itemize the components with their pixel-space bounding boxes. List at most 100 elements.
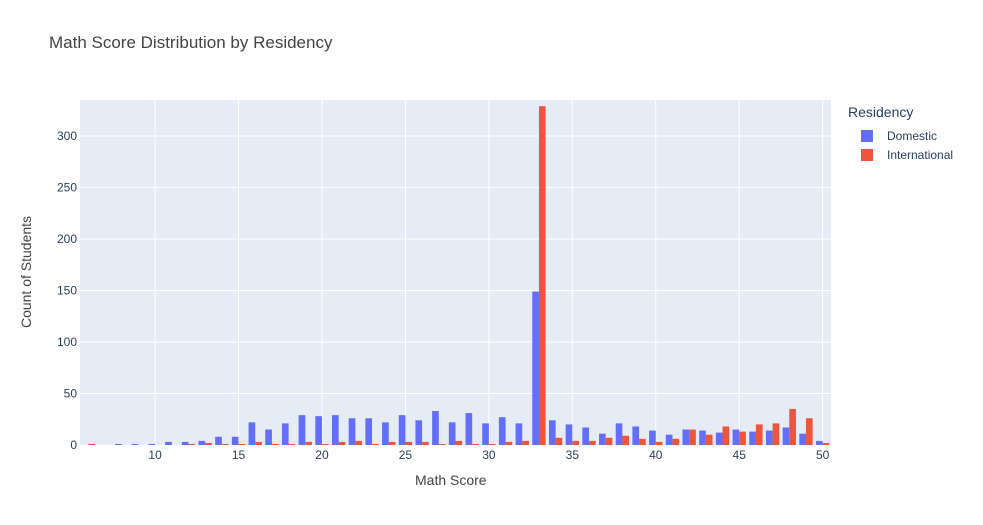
y-tick-label: 50 [64, 387, 78, 401]
bar-domestic-27 [432, 411, 439, 445]
bar-domestic-24 [382, 422, 389, 445]
bar-domestic-50 [815, 440, 823, 445]
bar-domestic-26 [415, 420, 423, 445]
bar-international-28 [455, 440, 463, 445]
y-tick-label: 150 [57, 284, 77, 298]
bar-domestic-31 [498, 417, 506, 445]
bar-international-30 [488, 443, 496, 445]
bar-international-49 [805, 418, 813, 445]
bar-international-32 [522, 440, 529, 445]
bar-domestic-15 [231, 436, 239, 445]
bar-domestic-45 [732, 429, 740, 445]
bar-international-45 [739, 431, 746, 445]
bar-domestic-44 [715, 432, 723, 445]
legend-label-domestic: Domestic [887, 128, 938, 143]
bar-domestic-33 [532, 291, 539, 445]
bar-international-17 [271, 443, 279, 445]
bar-international-26 [422, 441, 429, 445]
bar-domestic-29 [465, 413, 473, 445]
bar-domestic-37 [599, 433, 606, 445]
bar-domestic-21 [332, 415, 339, 445]
bar-international-14 [221, 443, 229, 445]
bar-domestic-28 [448, 422, 456, 445]
bar-international-6 [88, 443, 96, 445]
bar-domestic-32 [515, 423, 523, 445]
y-tick-label: 250 [57, 181, 77, 195]
bar-domestic-40 [649, 430, 656, 445]
bar-domestic-49 [799, 433, 806, 445]
bar-domestic-13 [198, 440, 206, 445]
bar-domestic-30 [482, 423, 489, 445]
bar-domestic-42 [682, 429, 690, 445]
bar-international-47 [772, 423, 780, 445]
bar-international-19 [305, 441, 312, 445]
bar-international-33 [538, 106, 546, 445]
bar-international-27 [438, 443, 446, 445]
y-tick-label: 100 [57, 335, 77, 349]
bar-domestic-22 [348, 418, 356, 445]
bar-international-39 [639, 438, 646, 445]
bar-domestic-23 [365, 418, 373, 445]
y-axis-title: Count of Students [18, 215, 34, 329]
x-tick-label: 30 [482, 448, 496, 462]
bar-domestic-12 [181, 441, 189, 445]
bar-domestic-10 [148, 443, 156, 445]
x-tick-label: 10 [148, 448, 162, 462]
x-tick-label: 20 [315, 448, 329, 462]
x-tick-label: 35 [566, 448, 580, 462]
legend-swatch-domestic [861, 129, 873, 142]
y-tick-label: 0 [70, 438, 77, 452]
bar-international-48 [789, 408, 796, 445]
bar-domestic-16 [248, 422, 256, 445]
bar-international-36 [589, 440, 596, 445]
chart-title: Math Score Distribution by Residency [49, 33, 333, 52]
x-tick-label: 15 [232, 448, 246, 462]
bar-domestic-41 [665, 434, 673, 445]
bar-domestic-9 [131, 443, 139, 445]
legend: Residency Domestic International [848, 104, 953, 164]
bar-domestic-11 [165, 441, 172, 445]
x-tick-label: 45 [733, 448, 747, 462]
bar-domestic-39 [632, 426, 640, 445]
x-tick-label: 40 [649, 448, 663, 462]
bar-international-21 [338, 441, 346, 445]
bar-international-42 [689, 429, 696, 445]
legend-item-international[interactable]: International [848, 145, 953, 164]
x-tick-label: 50 [816, 448, 830, 462]
bar-domestic-25 [398, 415, 406, 445]
legend-item-domestic[interactable]: Domestic [848, 126, 953, 145]
bar-domestic-8 [115, 443, 122, 445]
bar-international-12 [188, 443, 196, 445]
bar-international-46 [755, 424, 763, 445]
y-tick-label: 200 [57, 232, 77, 246]
bar-international-15 [238, 443, 246, 445]
bar-domestic-19 [298, 415, 306, 445]
bar-international-37 [605, 437, 613, 445]
bar-international-23 [372, 443, 379, 445]
bar-international-41 [672, 438, 680, 445]
bar-domestic-35 [565, 424, 573, 445]
bar-domestic-38 [615, 423, 623, 445]
bar-domestic-17 [265, 429, 272, 445]
y-tick-label: 300 [57, 129, 77, 143]
x-tick-label: 25 [399, 448, 413, 462]
bar-international-25 [405, 441, 413, 445]
x-axis-title: Math Score [415, 472, 487, 488]
bar-international-13 [205, 442, 212, 445]
bar-domestic-43 [699, 430, 706, 445]
bar-international-43 [705, 434, 713, 445]
bar-domestic-46 [749, 431, 756, 445]
bar-international-22 [355, 440, 363, 445]
bar-domestic-36 [582, 427, 590, 445]
plot-background [80, 100, 831, 445]
legend-title: Residency [848, 104, 914, 120]
legend-label-international: International [887, 147, 954, 162]
bar-international-20 [321, 443, 329, 445]
bar-international-18 [288, 443, 296, 445]
bar-international-29 [472, 443, 479, 445]
bar-international-34 [555, 437, 563, 445]
bar-international-35 [572, 440, 579, 445]
bar-domestic-14 [215, 436, 222, 445]
bar-international-31 [505, 441, 513, 445]
